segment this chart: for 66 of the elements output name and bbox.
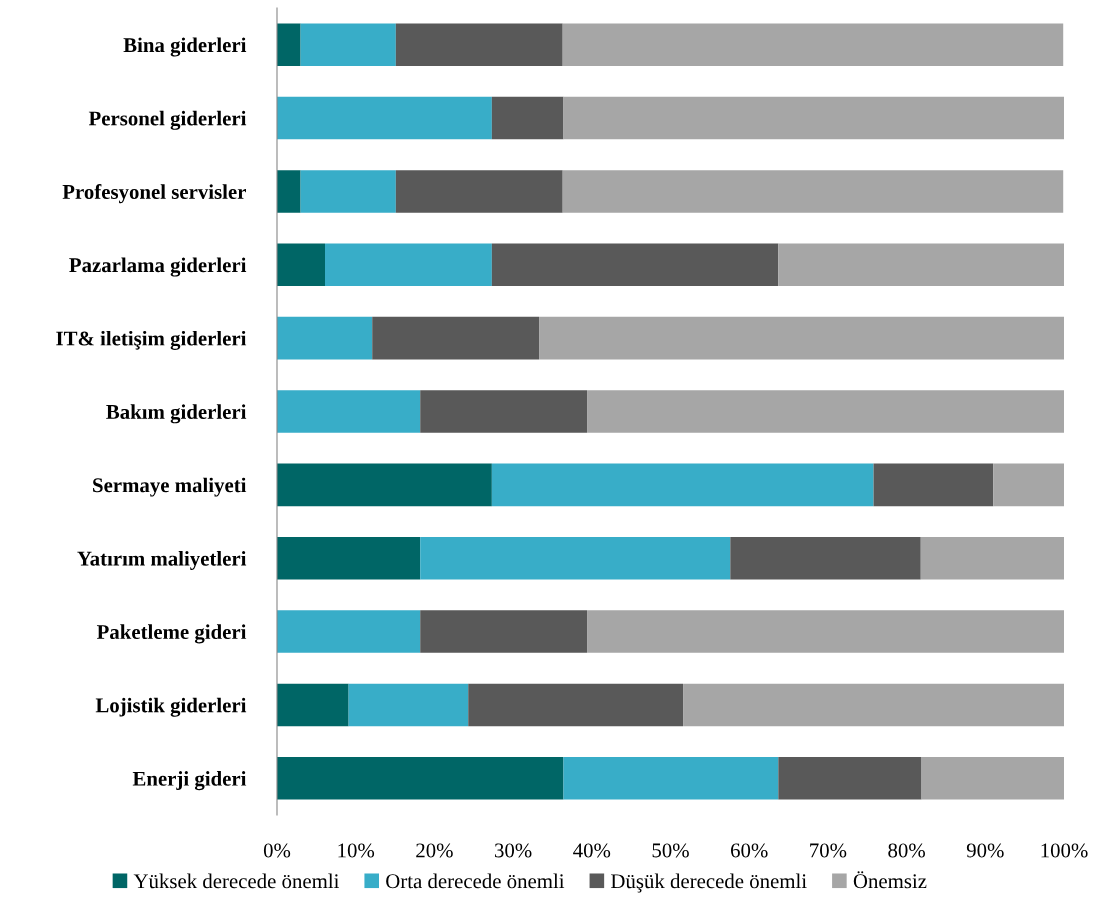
- x-tick-label: 90%: [966, 843, 1004, 858]
- bar: [491, 463, 874, 507]
- bar: [993, 463, 1064, 507]
- bar: [683, 683, 1064, 727]
- bar: [277, 683, 349, 727]
- legend-label: Düşük derecede önemli: [611, 873, 807, 893]
- bar: [277, 390, 421, 433]
- y-tick-label: Lojistik giderleri: [95, 697, 247, 717]
- bar: [491, 243, 779, 287]
- bar: [277, 316, 373, 360]
- bar: [277, 96, 492, 140]
- bar: [277, 610, 421, 653]
- y-tick-label: IT& iletişim giderleri: [56, 330, 247, 350]
- y-tick-label: Sermaye maliyeti: [93, 477, 247, 497]
- y-tick-label: Personel giderleri: [88, 110, 247, 130]
- bar: [562, 170, 1064, 213]
- bar: [395, 170, 563, 213]
- x-tick-label: 30%: [495, 843, 532, 858]
- x-tick-label: 0%: [263, 843, 291, 858]
- y-tick-label: Profesyonel servisler: [62, 184, 246, 204]
- legend-label: Yüksek derecede önemli: [133, 873, 340, 889]
- bar: [277, 757, 564, 800]
- y-tick-label: Yatırım maliyetleri: [77, 551, 247, 570]
- bar: [778, 757, 922, 800]
- bar: [539, 316, 1064, 360]
- bar: [468, 683, 684, 727]
- bar: [563, 96, 1064, 140]
- y-tick-label: Bina giderleri: [123, 37, 247, 57]
- bar: [300, 23, 396, 66]
- x-tick-label: 40%: [573, 843, 611, 858]
- x-tick-label: 100%: [1041, 843, 1088, 858]
- bar: [277, 463, 492, 507]
- bar: [491, 96, 564, 140]
- y-tick-label: Pazarlama giderleri: [69, 257, 247, 277]
- bar: [277, 23, 301, 66]
- x-tick-label: 80%: [888, 843, 925, 858]
- bar: [873, 463, 994, 507]
- x-tick-label: 20%: [416, 843, 453, 858]
- bar: [348, 683, 469, 727]
- x-tick-label: 60%: [731, 843, 768, 858]
- bar: [562, 23, 1064, 66]
- x-tick-label: 70%: [810, 843, 847, 858]
- bar: [300, 170, 396, 213]
- bar: [921, 757, 1064, 800]
- bar: [325, 243, 492, 287]
- x-tick-label: 10%: [338, 843, 375, 858]
- bar: [395, 23, 563, 66]
- bar: [420, 390, 588, 433]
- y-tick-label: Enerji gideri: [132, 771, 247, 791]
- bar: [563, 757, 779, 800]
- bar: [778, 243, 1064, 287]
- bar: [730, 536, 921, 580]
- bar: [920, 536, 1064, 580]
- bar: [420, 536, 731, 580]
- bar: [277, 170, 301, 213]
- x-tick-label: 50%: [652, 843, 689, 858]
- legend-label: Önemsiz: [853, 871, 927, 889]
- y-tick-label: Bakım giderleri: [106, 404, 247, 424]
- legend-label: Orta derecede önemli: [386, 873, 565, 889]
- bar: [372, 316, 540, 360]
- y-tick-label: Paketleme gideri: [96, 624, 247, 644]
- bar: [277, 536, 421, 580]
- bar: [587, 390, 1064, 433]
- bar: [420, 610, 588, 653]
- bar: [277, 243, 326, 287]
- bar: [587, 610, 1064, 653]
